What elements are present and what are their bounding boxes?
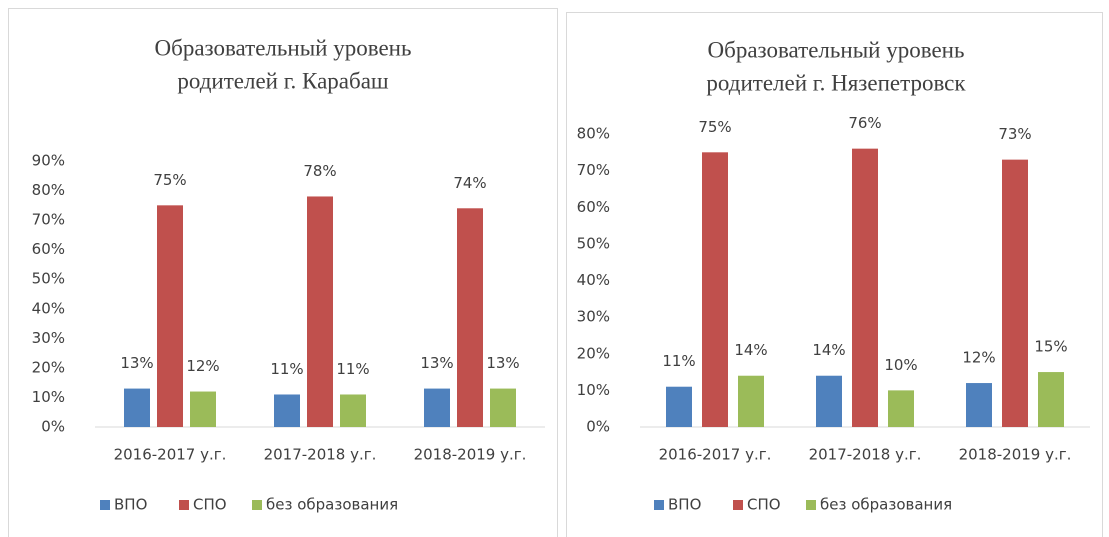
data-label: 75% [153,171,186,189]
bar [274,394,300,427]
x-tick-label: 2017-2018 у.г. [809,446,922,464]
x-tick-label: 2017-2018 у.г. [264,446,377,464]
data-label: 74% [453,174,486,192]
y-tick-label: 90% [32,152,65,170]
legend-label: ВПО [114,496,147,514]
data-label: 13% [120,354,153,372]
legend-swatch [100,500,110,510]
x-tick-label: 2016-2017 у.г. [659,446,772,464]
bar [124,388,150,427]
data-label: 12% [186,357,219,375]
chart-title: родителей г. Нязепетровск [706,70,966,95]
x-tick-label: 2016-2017 у.г. [114,446,227,464]
legend-label: без образования [266,496,398,514]
data-label: 11% [270,360,303,378]
y-tick-label: 0% [41,418,65,436]
data-label: 10% [884,356,917,374]
legend-swatch [733,500,743,510]
chart-title: Образовательный уровень [708,37,965,62]
legend-swatch [252,500,262,510]
legend-label: без образования [820,496,952,514]
legend-swatch [179,500,189,510]
legend-label: ВПО [668,496,701,514]
y-tick-label: 20% [32,358,65,376]
y-tick-label: 0% [586,418,610,436]
chart-title: Образовательный уровень [155,35,412,60]
bar [424,388,450,427]
y-tick-label: 20% [577,344,610,362]
legend-swatch [654,500,664,510]
y-tick-label: 50% [577,234,610,252]
y-tick-label: 10% [577,381,610,399]
y-tick-label: 40% [32,299,65,317]
bar [852,148,878,427]
legend-swatch [806,500,816,510]
bar [1038,372,1064,427]
data-label: 12% [962,349,995,367]
x-tick-label: 2018-2019 у.г. [959,446,1072,464]
data-label: 14% [812,341,845,359]
data-label: 76% [848,114,881,132]
bar [702,152,728,427]
bar [190,391,216,427]
y-tick-label: 30% [32,329,65,347]
data-label: 11% [662,352,695,370]
data-label: 14% [734,341,767,359]
y-tick-label: 70% [32,211,65,229]
y-tick-label: 60% [577,198,610,216]
legend-label: СПО [747,496,781,514]
y-tick-label: 10% [32,388,65,406]
data-label: 15% [1034,338,1067,356]
bar [888,390,914,427]
y-tick-label: 40% [577,271,610,289]
bar [966,383,992,427]
bar [340,394,366,427]
x-tick-label: 2018-2019 у.г. [414,446,527,464]
bar [666,386,692,427]
y-tick-label: 60% [32,240,65,258]
data-label: 13% [420,354,453,372]
bar [307,196,333,427]
y-tick-label: 30% [577,308,610,326]
bar [457,208,483,427]
data-label: 78% [303,162,336,180]
y-tick-label: 80% [577,125,610,143]
data-label: 13% [486,354,519,372]
bar [157,205,183,427]
bar [816,375,842,427]
chart-title: родителей г. Карабаш [177,68,389,93]
legend-label: СПО [193,496,227,514]
y-tick-label: 70% [577,161,610,179]
y-tick-label: 50% [32,270,65,288]
data-label: 75% [698,118,731,136]
bar [490,388,516,427]
bar [738,375,764,427]
data-label: 73% [998,125,1031,143]
data-label: 11% [336,360,369,378]
y-tick-label: 80% [32,181,65,199]
bar [1002,159,1028,427]
